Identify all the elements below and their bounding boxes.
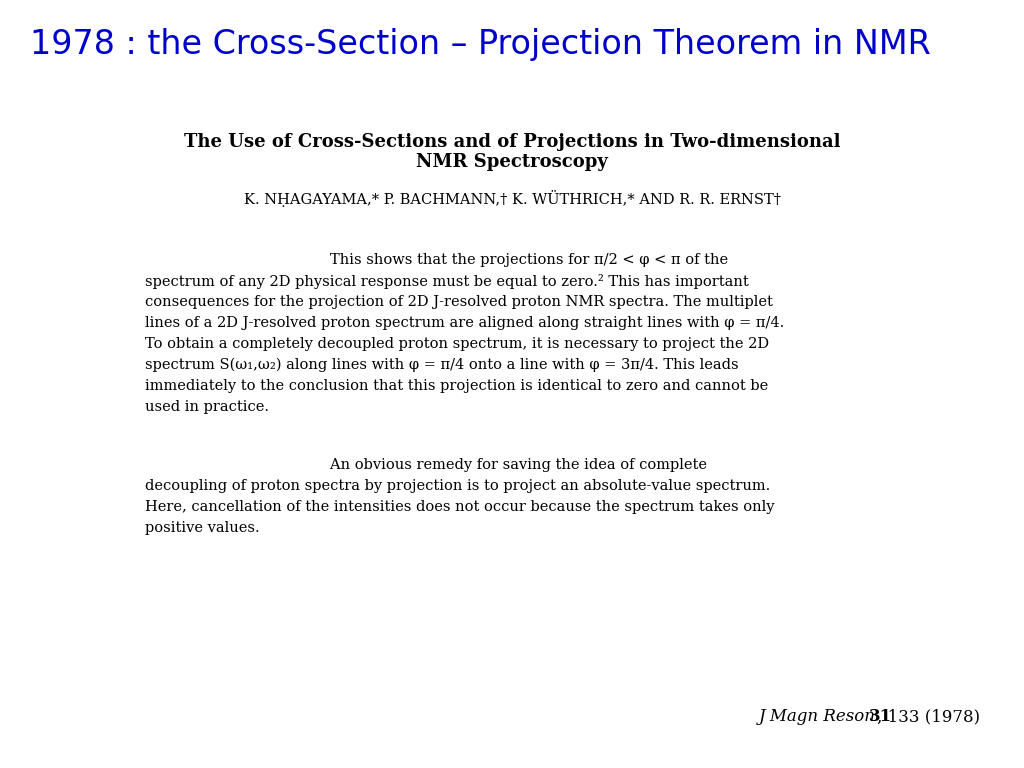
Text: immediately to the conclusion that this projection is identical to zero and cann: immediately to the conclusion that this … xyxy=(145,379,768,393)
Text: spectrum of any 2D physical response must be equal to zero.² This has important: spectrum of any 2D physical response mus… xyxy=(145,274,749,289)
Text: used in practice.: used in practice. xyxy=(145,400,269,414)
Text: , 133 (1978): , 133 (1978) xyxy=(877,708,980,725)
Text: Here, cancellation of the intensities does not occur because the spectrum takes : Here, cancellation of the intensities do… xyxy=(145,500,774,514)
Text: K. NḤAGAYAMA,* P. BACHMANN,† K. WÜTHRICH,* AND R. R. ERNST†: K. NḤAGAYAMA,* P. BACHMANN,† K. WÜTHRICH… xyxy=(244,190,780,207)
Text: J Magn Reson: J Magn Reson xyxy=(759,708,876,725)
Text: consequences for the projection of 2D J-resolved proton NMR spectra. The multipl: consequences for the projection of 2D J-… xyxy=(145,295,773,309)
Text: To obtain a completely decoupled proton spectrum, it is necessary to project the: To obtain a completely decoupled proton … xyxy=(145,337,769,351)
Text: positive values.: positive values. xyxy=(145,521,260,535)
Text: spectrum S(ω₁,ω₂) along lines with φ = π/4 onto a line with φ = 3π/4. This leads: spectrum S(ω₁,ω₂) along lines with φ = π… xyxy=(145,358,738,372)
Text: NMR Spectroscopy: NMR Spectroscopy xyxy=(416,153,608,171)
Text: lines of a 2D J-resolved proton spectrum are aligned along straight lines with φ: lines of a 2D J-resolved proton spectrum… xyxy=(145,316,784,330)
Text: decoupling of proton spectra by projection is to project an absolute-value spect: decoupling of proton spectra by projecti… xyxy=(145,479,770,493)
Text: 1978 : the Cross-Section – Projection Theorem in NMR: 1978 : the Cross-Section – Projection Th… xyxy=(30,28,931,61)
Text: An obvious remedy for saving the idea of complete: An obvious remedy for saving the idea of… xyxy=(145,458,707,472)
Text: This shows that the projections for π/2 < φ < π of the: This shows that the projections for π/2 … xyxy=(145,253,728,267)
Text: The Use of Cross-Sections and of Projections in Two-dimensional: The Use of Cross-Sections and of Project… xyxy=(183,133,841,151)
Text: 31: 31 xyxy=(869,708,892,725)
